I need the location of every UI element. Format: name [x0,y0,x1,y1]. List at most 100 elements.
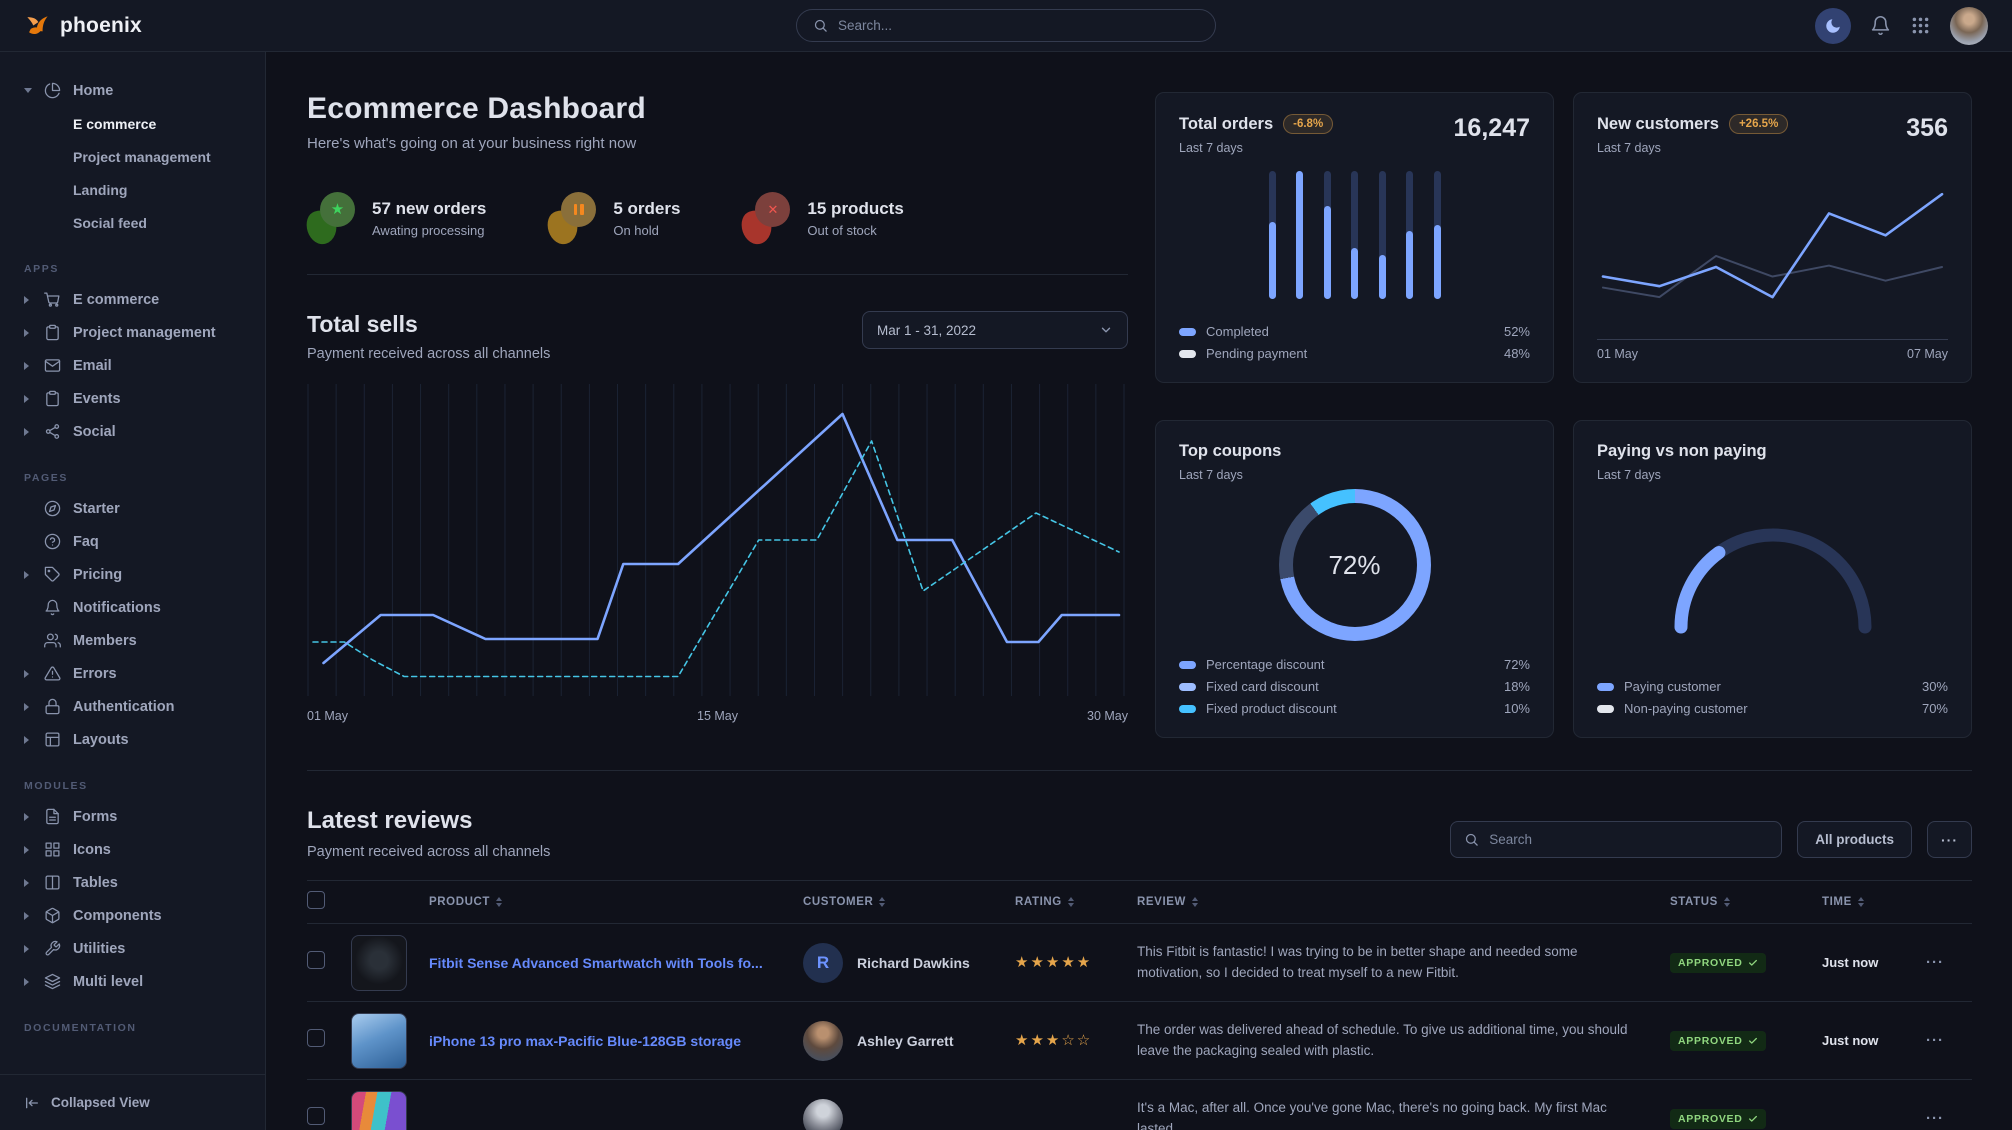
bar [1433,171,1441,299]
reviews-search[interactable] [1450,821,1783,858]
stat-value: 15 products [807,198,904,218]
column-header-customer[interactable]: CUSTOMER [803,896,1015,908]
sidebar-item-home[interactable]: Home [24,74,253,107]
reviews-subtitle: Payment received across all channels [307,844,551,860]
customer-name: Richard Dawkins [857,954,970,971]
sidebar-item-faq[interactable]: Faq [24,525,253,558]
row-more-button[interactable]: ··· [1926,953,1944,971]
row-checkbox[interactable] [307,951,325,969]
collapse-sidebar-button[interactable]: Collapsed View [0,1074,265,1130]
caret-right-icon [24,702,29,711]
total-sells-title: Total sells [307,311,418,337]
notifications-button[interactable] [1870,15,1891,36]
cart-icon [44,292,60,307]
apps-grid-button[interactable] [1910,15,1931,36]
customer-cell[interactable]: Ashley Garrett [803,1020,1015,1061]
file-icon [46,808,59,825]
sidebar-item-e-commerce[interactable]: E commerce [24,283,253,316]
caret-right-icon [24,361,29,370]
caret-right-icon [24,944,29,953]
product-link[interactable]: Fitbit Sense Advanced Smartwatch with To… [429,954,763,971]
card-title: New customers [1597,114,1719,133]
reviews-search-input[interactable] [1489,832,1769,847]
sidebar-item-authentication[interactable]: Authentication [24,690,253,723]
stats-row: ★ 57 new orders Awating processing 5 ord… [302,192,1128,275]
sidebar-item-tables[interactable]: Tables [24,866,253,899]
dark-mode-toggle[interactable] [1815,7,1851,44]
check-icon [1748,1037,1757,1044]
card-period: Last 7 days [1597,141,1661,155]
layout-icon [45,732,60,747]
sidebar-item-components[interactable]: Components [24,899,253,932]
sidebar-item-notifications[interactable]: Notifications [24,591,253,624]
trend-badge: +26.5% [1728,114,1789,134]
sidebar-item-members[interactable]: Members [24,624,253,657]
user-avatar[interactable] [1950,6,1988,45]
stat-sub: Out of stock [807,222,877,238]
axis-label: 01 May [1597,347,1638,361]
sidebar-item-social-feed[interactable]: Social feed [73,214,147,231]
sidebar-item-layouts[interactable]: Layouts [24,723,253,756]
card-title: Paying vs non paying [1597,442,1767,460]
bar [1268,171,1276,299]
tag-icon [44,566,60,582]
sidebar-item-project-management[interactable]: Project management [24,316,253,349]
customer-cell[interactable] [803,1098,1015,1130]
card-title: Total orders [1179,114,1274,133]
sidebar-item-multi-level[interactable]: Multi level [24,965,253,998]
search-input[interactable] [838,18,1199,33]
sidebar-item-social[interactable]: Social [24,415,253,448]
sidebar-item-project-management[interactable]: Project management [73,148,211,165]
avatar: R [803,942,843,983]
table-row: It's a Mac, after all. Once you've gone … [307,1080,1972,1130]
date-range-select[interactable]: Mar 1 - 31, 2022 [862,311,1128,349]
global-search[interactable] [796,9,1216,42]
product-image [351,1012,407,1069]
stat-on-hold: 5 orders On hold [543,192,681,248]
caret-right-icon [24,570,29,579]
column-header-product[interactable]: PRODUCT [351,896,803,908]
sidebar-item-forms[interactable]: Forms [24,800,253,833]
tool-icon [45,940,61,956]
column-header-review[interactable]: REVIEW [1137,896,1670,908]
sidebar-section-apps: APPS [24,263,59,275]
sidebar-item-pricing[interactable]: Pricing [24,558,253,591]
sidebar-item-icons[interactable]: Icons [24,833,253,866]
card-value: 356 [1906,114,1948,142]
sidebar-item-errors[interactable]: Errors [24,657,253,690]
select-all-checkbox[interactable] [307,890,325,909]
latest-reviews-section: Latest reviews Payment received across a… [307,770,1972,1130]
star-icon: ★ [302,192,355,248]
bell-icon [1871,16,1890,36]
paying-card: Paying vs non paying Last 7 days Paying … [1573,420,1972,738]
customer-cell[interactable]: R Richard Dawkins [803,942,1015,983]
column-header-time[interactable]: TIME [1822,896,1926,908]
caret-right-icon [24,328,29,337]
sidebar-item-starter[interactable]: Starter [24,492,253,525]
avatar [803,1020,843,1061]
sidebar-item-landing[interactable]: Landing [73,181,128,198]
brand[interactable]: phoenix [24,12,142,39]
product-link[interactable]: iPhone 13 pro max-Pacific Blue-128GB sto… [429,1032,741,1049]
column-header-status[interactable]: STATUS [1670,896,1822,908]
sidebar-item-events[interactable]: Events [24,382,253,415]
top-navbar: phoenix [0,0,2012,52]
all-products-button[interactable]: All products [1797,821,1912,858]
caret-right-icon [24,845,29,854]
sidebar-item-email[interactable]: Email [24,349,253,382]
status-badge: APPROVED [1670,1030,1766,1051]
row-checkbox[interactable] [307,1107,325,1125]
row-checkbox[interactable] [307,1029,325,1047]
avatar [803,1098,843,1130]
row-more-button[interactable]: ··· [1926,1109,1944,1127]
table-more-button[interactable]: ··· [1927,821,1972,858]
sidebar-item-e-commerce[interactable]: E commerce [73,115,157,132]
sidebar-item-utilities[interactable]: Utilities [24,932,253,965]
donut-center-label: 72% [1328,549,1381,580]
coupons-donut-chart: 72% [1278,489,1431,641]
card-period: Last 7 days [1179,141,1243,155]
grid-icon [45,842,60,857]
row-more-button[interactable]: ··· [1926,1031,1944,1049]
column-header-rating[interactable]: RATING [1015,896,1137,908]
stat-value: 5 orders [613,198,681,218]
